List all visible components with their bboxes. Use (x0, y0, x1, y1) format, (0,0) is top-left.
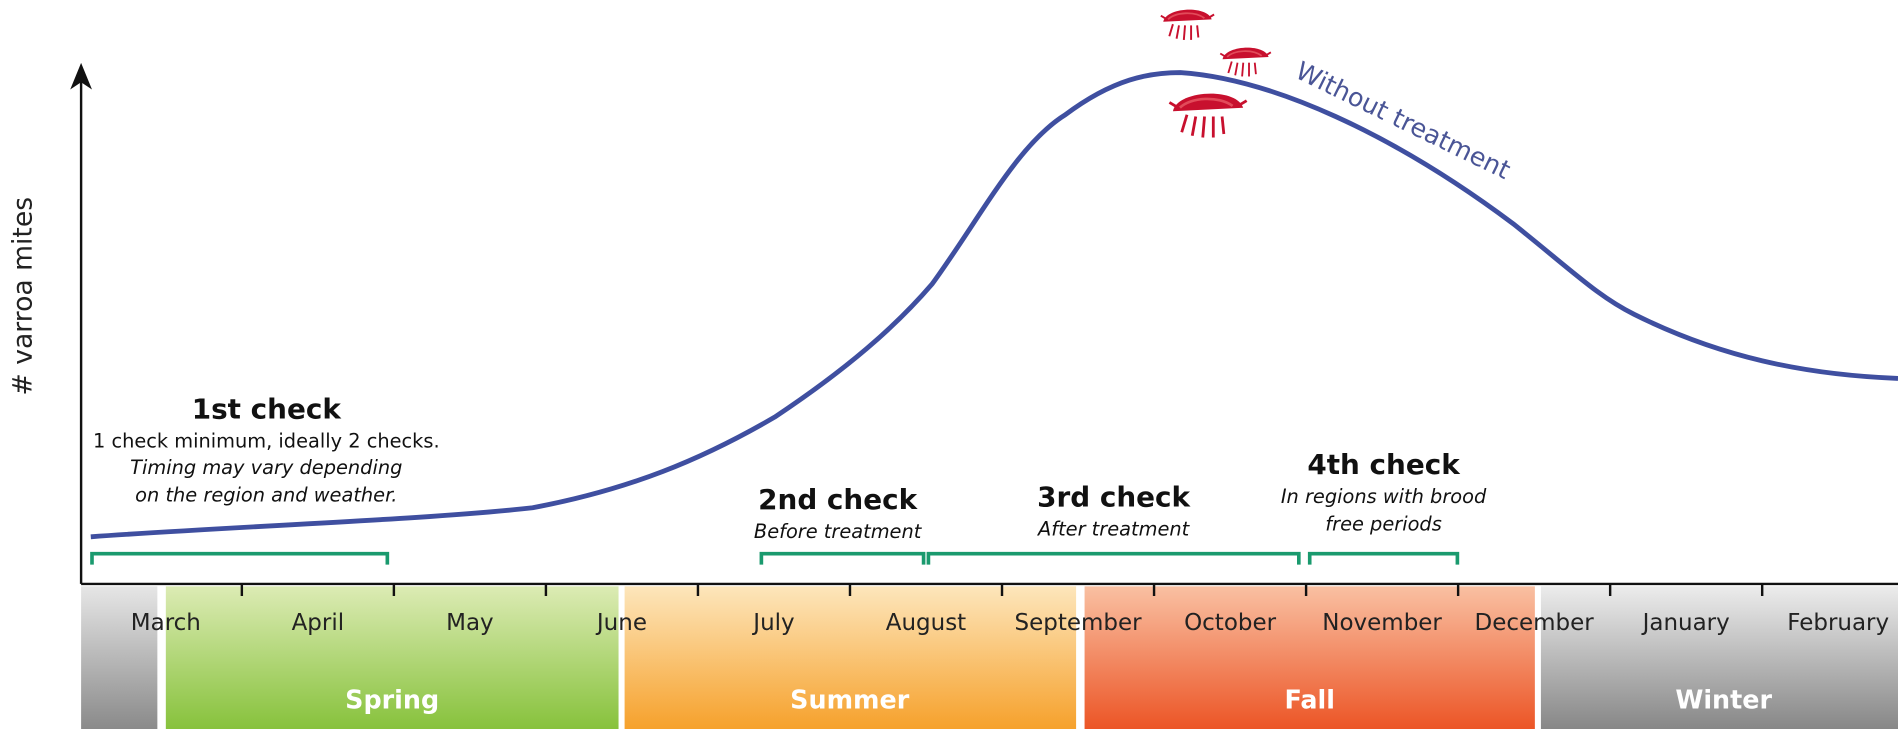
month-label: June (595, 610, 647, 636)
month-label: December (1475, 610, 1595, 636)
check-note: Before treatment (754, 520, 923, 543)
season-label: Summer (790, 684, 910, 714)
seasons: Spring Summer Fall Winter (345, 684, 1772, 714)
bracket (1307, 551, 1460, 565)
mite-icon (1159, 8, 1216, 41)
band (1084, 586, 1535, 729)
mite-icon (1219, 46, 1272, 78)
checks: 1st check 1 check minimum, ideally 2 chec… (93, 392, 1487, 543)
y-axis-label: # varroa mites (7, 197, 38, 396)
band (165, 586, 619, 729)
month-label: September (1015, 610, 1143, 636)
band (624, 586, 1077, 729)
bracket (90, 551, 390, 565)
check-title: 4th check (1307, 448, 1461, 481)
curve-label: Without treatment (1291, 55, 1515, 185)
axis-arrow (70, 62, 92, 90)
season-label: Winter (1675, 684, 1772, 714)
month-label: April (292, 610, 345, 636)
season-bands (81, 586, 1898, 729)
check-note: In regions with brood (1281, 485, 1487, 508)
month-label: January (1641, 610, 1730, 636)
band (1540, 586, 1898, 729)
month-label: March (131, 610, 201, 636)
month-label: October (1184, 610, 1277, 636)
mite-icon (1168, 92, 1249, 139)
months: March April May June July August September Octo… (131, 583, 1889, 636)
mite-curve (90, 70, 1898, 540)
check-detail: 1 check minimum, ideally 2 checks. (93, 429, 440, 452)
month-label: May (446, 610, 494, 636)
check-note: After treatment (1036, 518, 1191, 541)
season-label: Spring (345, 684, 439, 714)
month-label: November (1322, 610, 1442, 636)
season-label: Fall (1284, 684, 1334, 714)
check-note: Timing may vary depending (130, 456, 402, 479)
check-title: 1st check (192, 392, 343, 425)
month-label: February (1787, 610, 1889, 636)
band (81, 586, 158, 729)
check-title: 3rd check (1037, 481, 1191, 514)
check-note: free periods (1325, 513, 1441, 536)
month-label: August (886, 610, 966, 636)
bracket (759, 551, 926, 565)
bracket (926, 551, 1301, 565)
check-note: on the region and weather. (135, 484, 397, 507)
brackets (90, 551, 1460, 565)
check-title: 2nd check (758, 483, 918, 516)
month-label: July (751, 610, 794, 636)
